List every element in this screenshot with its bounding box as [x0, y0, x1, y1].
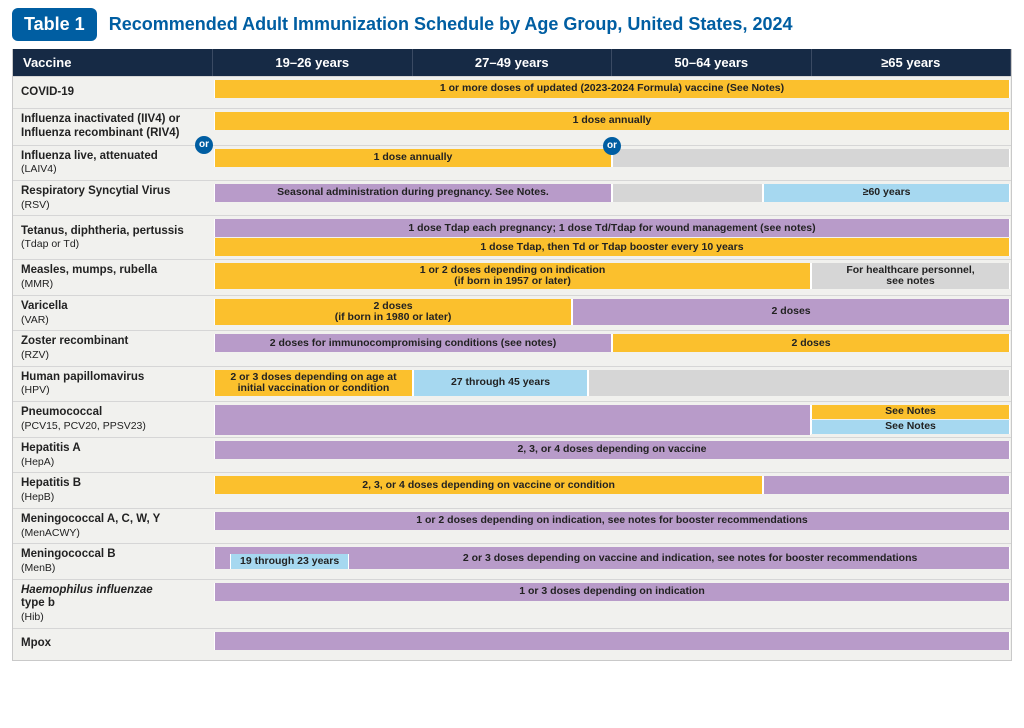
schedule-bar: 2 doses(if born in 1980 or later): [214, 299, 572, 325]
schedule-bar: [612, 149, 1010, 167]
vaccine-name: Zoster recombinant(RZV): [13, 331, 213, 365]
or-badge: or: [195, 136, 213, 154]
table-row: Influenza live, attenuated(LAIV4)1 dose …: [13, 145, 1011, 180]
table-row: Influenza inactivated (IIV4) orInfluenza…: [13, 108, 1011, 145]
schedule-bar: 1 or more doses of updated (2023-2024 Fo…: [214, 80, 1010, 98]
bar-area: 1 or 3 doses depending on indication: [213, 580, 1011, 628]
schedule-bar: 27 through 45 years: [413, 370, 588, 396]
vaccine-name: Influenza inactivated (IIV4) orInfluenza…: [13, 109, 213, 145]
vaccine-name: Mpox: [13, 629, 213, 660]
bar-area: 1 or 2 doses depending on indication, se…: [213, 509, 1011, 543]
vaccine-name: Meningococcal A, C, W, Y(MenACWY): [13, 509, 213, 543]
schedule-bar: [763, 476, 1010, 494]
vaccine-name: Respiratory Syncytial Virus(RSV): [13, 181, 213, 215]
bar-area: 1 dose annuallyor: [213, 146, 1011, 180]
table-row: Measles, mumps, rubella(MMR)1 or 2 doses…: [13, 259, 1011, 294]
vaccine-name: COVID-19: [13, 77, 213, 108]
vaccine-name: Pneumococcal(PCV15, PCV20, PPSV23): [13, 402, 213, 437]
schedule-bar: 1 dose annually: [214, 112, 1010, 130]
bar-area: 1 dose Tdap each pregnancy; 1 dose Td/Td…: [213, 216, 1011, 259]
title-row: Table 1 Recommended Adult Immunization S…: [12, 8, 1012, 41]
table-title: Recommended Adult Immunization Schedule …: [109, 14, 793, 35]
schedule-bar: For healthcare personnel,see notes: [811, 263, 1010, 289]
schedule-bar: [588, 370, 1010, 396]
vaccine-name: Measles, mumps, rubella(MMR): [13, 260, 213, 294]
schedule-bar: See Notes: [811, 420, 1010, 434]
vaccine-name: Hepatitis A(HepA): [13, 438, 213, 472]
vaccine-name: Haemophilus influenzae type b(Hib): [13, 580, 213, 628]
vaccine-name: Varicella(VAR): [13, 296, 213, 330]
table-row: Hepatitis B(HepB)2, 3, or 4 doses depend…: [13, 472, 1011, 507]
bar-area: 2 doses(if born in 1980 or later)2 doses: [213, 296, 1011, 330]
col-age-1: 19–26 years: [213, 49, 413, 76]
vaccine-name: Human papillomavirus(HPV): [13, 367, 213, 401]
table-row: Zoster recombinant(RZV)2 doses for immun…: [13, 330, 1011, 365]
schedule-bar: [214, 632, 1010, 650]
table-badge: Table 1: [12, 8, 97, 41]
schedule-bar: Seasonal administration during pregnancy…: [214, 184, 612, 202]
schedule-bar: 2, 3, or 4 doses depending on vaccine or…: [214, 476, 763, 494]
schedule-bar: 2 doses for immunocompromising condition…: [214, 334, 612, 352]
or-badge: or: [603, 137, 621, 155]
col-age-3: 50–64 years: [612, 49, 812, 76]
bar-area: Seasonal administration during pregnancy…: [213, 181, 1011, 215]
col-age-2: 27–49 years: [413, 49, 613, 76]
table-row: Meningococcal A, C, W, Y(MenACWY)1 or 2 …: [13, 508, 1011, 543]
bar-area: See NotesSee Notes: [213, 402, 1011, 437]
bar-area: 2, 3, or 4 doses depending on vaccine: [213, 438, 1011, 472]
schedule-bar: 2, 3, or 4 doses depending on vaccine: [214, 441, 1010, 459]
schedule-bar: 19 through 23 years: [230, 554, 349, 569]
col-vaccine: Vaccine: [13, 49, 213, 76]
schedule-bar: 2 doses: [572, 299, 1010, 325]
schedule-bar: 1 or 3 doses depending on indication: [214, 583, 1010, 601]
bar-area: 2 or 3 doses depending on vaccine and in…: [213, 544, 1011, 578]
immunization-table: Vaccine19–26 years27–49 years50–64 years…: [12, 49, 1012, 661]
bar-area: 2 doses for immunocompromising condition…: [213, 331, 1011, 365]
table-row: Hepatitis A(HepA)2, 3, or 4 doses depend…: [13, 437, 1011, 472]
schedule-bar: 1 dose Tdap, then Td or Tdap booster eve…: [214, 238, 1010, 256]
schedule-bar: See Notes: [811, 405, 1010, 419]
schedule-bar: 1 dose annually: [214, 149, 612, 167]
schedule-bar: 2 or 3 doses depending on age atinitial …: [214, 370, 413, 396]
vaccine-name: Tetanus, diphtheria, pertussis(Tdap or T…: [13, 216, 213, 259]
bar-area: 1 or more doses of updated (2023-2024 Fo…: [213, 77, 1011, 108]
schedule-bar: ≥60 years: [763, 184, 1010, 202]
table-row: COVID-191 or more doses of updated (2023…: [13, 76, 1011, 108]
schedule-bar: 2 doses: [612, 334, 1010, 352]
schedule-bar: [214, 405, 811, 435]
bar-area: [213, 629, 1011, 660]
table-row: Tetanus, diphtheria, pertussis(Tdap or T…: [13, 215, 1011, 259]
vaccine-name: Meningococcal B(MenB): [13, 544, 213, 578]
table-row: Human papillomavirus(HPV)2 or 3 doses de…: [13, 366, 1011, 401]
bar-area: 1 or 2 doses depending on indication(if …: [213, 260, 1011, 294]
schedule-bar: 1 dose Tdap each pregnancy; 1 dose Td/Td…: [214, 219, 1010, 237]
col-age-4: ≥65 years: [812, 49, 1012, 76]
table-row: Varicella(VAR)2 doses(if born in 1980 or…: [13, 295, 1011, 330]
schedule-bar: 1 or 2 doses depending on indication, se…: [214, 512, 1010, 530]
vaccine-name: Influenza live, attenuated(LAIV4): [13, 146, 213, 180]
bar-area: 2 or 3 doses depending on age atinitial …: [213, 367, 1011, 401]
table-row: Meningococcal B(MenB)2 or 3 doses depend…: [13, 543, 1011, 578]
schedule-bar: [612, 184, 763, 202]
table-row: Haemophilus influenzae type b(Hib)1 or 3…: [13, 579, 1011, 628]
table-row: Mpox: [13, 628, 1011, 660]
table-row: Pneumococcal(PCV15, PCV20, PPSV23)See No…: [13, 401, 1011, 437]
table-row: Respiratory Syncytial Virus(RSV)Seasonal…: [13, 180, 1011, 215]
bar-area: 2, 3, or 4 doses depending on vaccine or…: [213, 473, 1011, 507]
table-header: Vaccine19–26 years27–49 years50–64 years…: [13, 49, 1011, 76]
schedule-bar: 1 or 2 doses depending on indication(if …: [214, 263, 811, 289]
vaccine-name: Hepatitis B(HepB): [13, 473, 213, 507]
